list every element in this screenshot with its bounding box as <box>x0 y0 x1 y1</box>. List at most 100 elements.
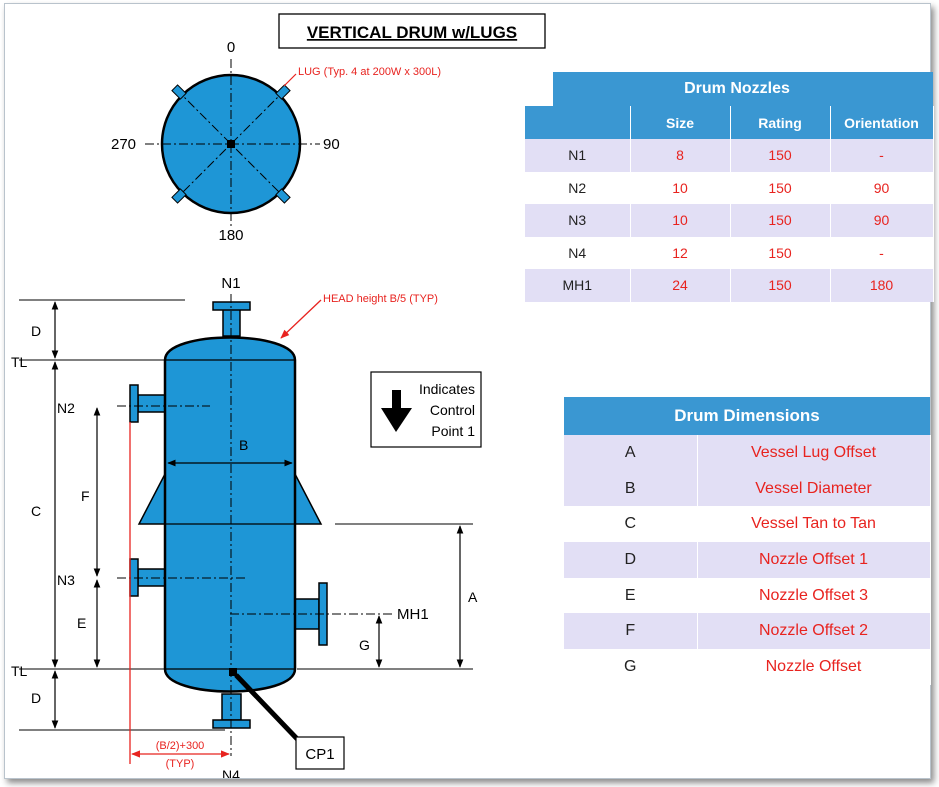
plan-view: 0 90 180 270 LUG (Typ. 4 at 200W x 300L) <box>111 39 441 244</box>
table-row: N1 8 150 - <box>525 139 934 172</box>
table-row: N3 10 150 90 <box>525 204 934 237</box>
cp1-label: CP1 <box>305 746 334 763</box>
dimension-desc: Nozzle Offset 1 <box>697 542 931 578</box>
nozzle-size: 12 <box>630 236 731 269</box>
dimension-key: C <box>564 506 698 543</box>
nozzle-orientation: 180 <box>830 269 934 302</box>
dimension-desc: Nozzle Offset 2 <box>697 613 931 650</box>
plan-label-270: 270 <box>111 136 136 153</box>
nozzle-orientation: 90 <box>830 204 934 237</box>
head-note: HEAD height B/5 (TYP) <box>323 293 438 305</box>
table-row: N2 10 150 90 <box>525 171 934 204</box>
drum-nozzles-table: Drum Nozzles Size Rating Orientation N1 … <box>525 72 934 302</box>
nozzle-n2 <box>137 394 167 413</box>
nozzle-rating: 150 <box>730 171 831 204</box>
down-arrow-icon <box>381 408 412 432</box>
nozzle-name: N2 <box>525 171 631 204</box>
lug-bracket-right <box>294 473 323 525</box>
control-point-legend: Indicates Control Point 1 <box>370 371 482 448</box>
cp1-leader <box>234 673 304 746</box>
vessel-drawing: VERTICAL DRUM w/LUGS 0 90 180 270 LUG (T… <box>11 13 546 778</box>
nozzle-name: N1 <box>525 139 631 172</box>
lug-ne <box>275 84 291 100</box>
offset-note: (B/2)+300 <box>156 740 205 752</box>
vessel-shell <box>163 336 297 693</box>
col-header-rating: Rating <box>730 106 831 139</box>
lug-nw <box>171 84 187 100</box>
lug-sw <box>171 188 187 204</box>
drum-dimensions-table: Drum Dimensions A Vessel Lug Offset B Ve… <box>564 397 931 685</box>
elevation-view: B D TL C TL D F E N2 N3 N1 N4 MH1 A <box>11 275 482 778</box>
nozzle-name: N4 <box>525 236 631 269</box>
dimension-desc: Nozzle Offset 3 <box>697 577 931 614</box>
nozzle-rating: 150 <box>730 269 831 302</box>
nozzle-size: 10 <box>630 204 731 237</box>
dimension-key: E <box>564 577 698 614</box>
col-header-orientation: Orientation <box>830 106 934 139</box>
dim-label-tl-bottom: TL <box>11 663 28 679</box>
offset-note-typ: (TYP) <box>166 758 195 770</box>
dimension-key: F <box>564 613 698 650</box>
control-point-marker <box>229 668 237 676</box>
table-row: A Vessel Lug Offset <box>564 435 931 471</box>
nozzle-size: 24 <box>630 269 731 302</box>
dim-label-a: A <box>468 589 478 605</box>
dim-label-d-top: D <box>31 323 41 339</box>
nozzle-size: 8 <box>630 139 731 172</box>
nozzle-label-n3: N3 <box>57 572 75 588</box>
dim-label-g: G <box>359 637 370 653</box>
dim-label-f: F <box>81 488 90 504</box>
nozzle-orientation: 90 <box>830 171 934 204</box>
dimension-desc: Nozzle Offset <box>697 649 931 685</box>
nozzle-orientation: - <box>830 236 934 269</box>
drum-dimensions-title: Drum Dimensions <box>564 397 931 435</box>
dimension-desc: Vessel Lug Offset <box>697 435 931 471</box>
nozzle-rating: 150 <box>730 236 831 269</box>
nozzle-rating: 150 <box>730 139 831 172</box>
nozzle-label-n4: N4 <box>222 767 240 778</box>
drum-nozzles-title: Drum Nozzles <box>553 72 921 106</box>
dim-label-c: C <box>31 503 41 519</box>
dimension-desc: Vessel Diameter <box>697 470 931 507</box>
nozzle-name: N3 <box>525 204 631 237</box>
plan-label-90: 90 <box>323 136 340 153</box>
nozzle-orientation: - <box>830 139 934 172</box>
lug-note: LUG (Typ. 4 at 200W x 300L) <box>298 66 441 78</box>
table-row: N4 12 150 - <box>525 236 934 269</box>
dim-label-d-bottom: D <box>31 690 41 706</box>
dimension-key: B <box>564 470 698 507</box>
plan-label-0: 0 <box>227 39 235 56</box>
nozzle-rating: 150 <box>730 204 831 237</box>
dim-label-tl-top: TL <box>11 354 28 370</box>
legend-line-2: Control <box>430 402 475 418</box>
dimension-key: D <box>564 542 698 578</box>
nozzle-label-mh1: MH1 <box>397 606 429 623</box>
drawing-frame: VERTICAL DRUM w/LUGS 0 90 180 270 LUG (T… <box>4 3 934 779</box>
plan-label-180: 180 <box>218 227 243 244</box>
dimension-key: A <box>564 435 698 471</box>
dim-label-e: E <box>77 615 86 631</box>
dimension-key: G <box>564 649 698 685</box>
dim-label-b: B <box>239 437 248 453</box>
title-box <box>278 13 546 49</box>
legend-line-3: Point 1 <box>431 423 475 439</box>
table-row: E Nozzle Offset 3 <box>564 577 931 614</box>
nozzle-size: 10 <box>630 171 731 204</box>
table-row: B Vessel Diameter <box>564 470 931 507</box>
nozzle-name: MH1 <box>525 269 631 302</box>
table-row: G Nozzle Offset <box>564 649 931 685</box>
diagram-title: VERTICAL DRUM w/LUGS <box>307 23 517 42</box>
nozzle-label-n2: N2 <box>57 400 75 416</box>
legend-line-1: Indicates <box>419 381 475 397</box>
col-header-name <box>525 106 631 139</box>
lug-se <box>275 188 291 204</box>
table-row: D Nozzle Offset 1 <box>564 542 931 578</box>
table-row: F Nozzle Offset 2 <box>564 613 931 650</box>
cp1-box <box>295 736 345 770</box>
table-row: C Vessel Tan to Tan <box>564 506 931 543</box>
dimension-desc: Vessel Tan to Tan <box>697 506 931 543</box>
nozzle-label-n1: N1 <box>221 275 240 292</box>
lug-bracket-left <box>137 473 166 525</box>
col-header-size: Size <box>630 106 731 139</box>
table-row: MH1 24 150 180 <box>525 269 934 302</box>
